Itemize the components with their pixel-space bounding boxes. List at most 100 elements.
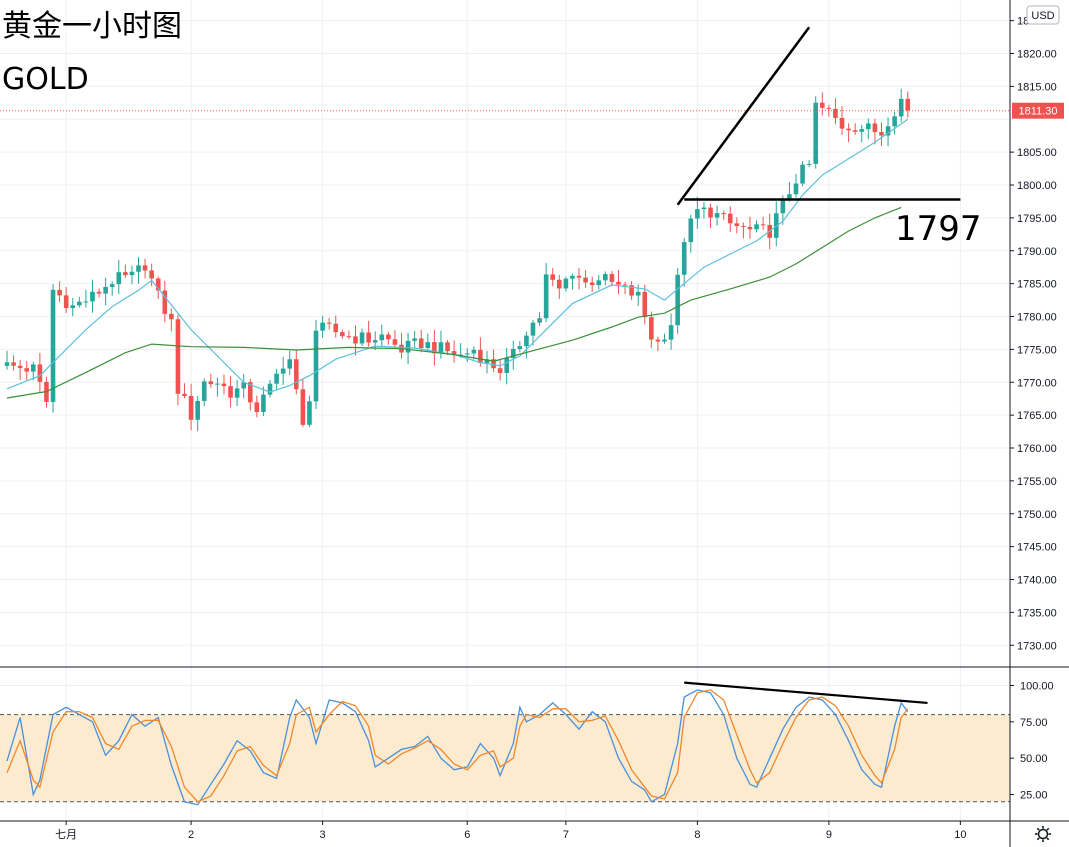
time-axis-labels[interactable]: 七月 2 3 6 7 8 9 10 <box>55 821 967 841</box>
stoch-d-line <box>6 689 909 803</box>
candle-body <box>510 349 516 358</box>
candle-body <box>852 130 858 132</box>
candle-body <box>24 368 30 372</box>
time-tick-label: 10 <box>954 829 966 841</box>
candle-body <box>833 108 838 118</box>
candle-body <box>208 381 214 385</box>
time-tick-label: 3 <box>320 829 326 841</box>
price-tick-label: 1805.00 <box>1017 147 1057 159</box>
candle-body <box>90 291 95 302</box>
candle-body <box>734 223 740 227</box>
candle-body <box>254 402 260 412</box>
time-tick-label: 9 <box>826 829 832 841</box>
last-price-label: 1811.30 <box>1019 106 1058 118</box>
price-tick-label: 1770.00 <box>1017 377 1057 389</box>
candle-body <box>155 278 161 291</box>
currency-badge[interactable] <box>1026 5 1060 25</box>
candle-body <box>793 183 799 195</box>
candle-body <box>149 270 154 279</box>
candle-body <box>727 213 733 224</box>
candle-body <box>517 346 523 350</box>
candle-body <box>504 357 509 373</box>
candle-body <box>320 322 325 331</box>
candle-body <box>287 359 293 369</box>
candle-body <box>366 332 371 343</box>
chart-title: 黄金一小时图 <box>2 9 182 44</box>
candle-body <box>418 338 424 349</box>
price-tick-label: 1820.00 <box>1017 49 1057 61</box>
candle-body <box>675 274 680 326</box>
price-tick-label: 1735.00 <box>1017 607 1057 619</box>
candle-body <box>701 207 707 210</box>
time-tick-label: 七月 <box>55 828 77 841</box>
candle-body <box>70 305 76 309</box>
candle-body <box>405 340 411 353</box>
candle-body <box>392 339 398 345</box>
candle-body <box>261 394 266 412</box>
candle-body <box>780 198 786 214</box>
candle-body <box>846 128 851 131</box>
candle-body <box>583 277 588 283</box>
candle-body <box>747 226 753 230</box>
trend-lines <box>676 26 961 206</box>
candle-body <box>313 330 319 402</box>
candle-body <box>300 389 306 425</box>
candle-body <box>241 382 246 389</box>
candle-body <box>885 126 891 136</box>
candle-body <box>175 319 181 394</box>
price-tick-label: 1745.00 <box>1017 542 1057 554</box>
candle-body <box>162 290 168 314</box>
candle-body <box>96 291 102 294</box>
candle-body <box>346 336 352 338</box>
gear-icon[interactable] <box>1035 826 1051 842</box>
price-tick-label: 1785.00 <box>1017 279 1057 291</box>
candle-body <box>721 213 726 215</box>
stoch-trend-line <box>684 681 928 705</box>
candle-body <box>622 284 628 286</box>
price-tick-label: 1775.00 <box>1017 344 1057 356</box>
candle-body <box>596 280 602 286</box>
ma-fast-line <box>6 118 909 393</box>
candle-body <box>484 359 490 364</box>
price-tick-label: 1755.00 <box>1017 476 1057 488</box>
candle-body <box>247 382 253 403</box>
candle-body <box>267 383 273 395</box>
price-axis-labels[interactable]: 1730.00 1735.00 1740.00 1745.00 1750.00 1755.… <box>1010 16 1057 653</box>
candle-body <box>635 291 641 296</box>
price-tick-label: 1765.00 <box>1017 410 1057 422</box>
candle-body <box>188 396 194 420</box>
candle-body <box>445 342 450 352</box>
candle-body <box>806 163 812 165</box>
price-tick-label: 1760.00 <box>1017 443 1057 455</box>
candle-body <box>116 272 122 285</box>
candle-body <box>668 325 674 340</box>
candle-body <box>557 279 562 289</box>
candle-body <box>425 342 431 349</box>
candle-body <box>478 349 483 364</box>
stoch-k-line <box>6 689 909 806</box>
trend-line <box>676 26 811 206</box>
candle-body <box>662 339 667 342</box>
candle-body <box>741 226 746 228</box>
candle-body <box>570 275 575 279</box>
candle-body <box>386 334 391 340</box>
stoch-axis-labels[interactable]: 25.00 50.00 75.00 100.00 <box>1010 681 1054 802</box>
candle-body <box>563 278 569 289</box>
candle-body <box>17 365 23 369</box>
candle-body <box>576 275 582 278</box>
candle-body <box>898 98 904 117</box>
candle-body <box>649 317 654 340</box>
candle-body <box>129 271 135 276</box>
time-tick-label: 6 <box>464 829 470 841</box>
candle-body <box>866 123 871 130</box>
last-price-badge <box>1012 102 1064 119</box>
candle-body <box>451 351 457 356</box>
candle-body <box>136 265 141 272</box>
candle-body <box>629 285 634 296</box>
candle-body <box>63 295 69 309</box>
candle-body <box>642 291 648 318</box>
candle-body <box>609 274 615 282</box>
candle-body <box>228 386 233 398</box>
candle-body <box>813 102 819 164</box>
